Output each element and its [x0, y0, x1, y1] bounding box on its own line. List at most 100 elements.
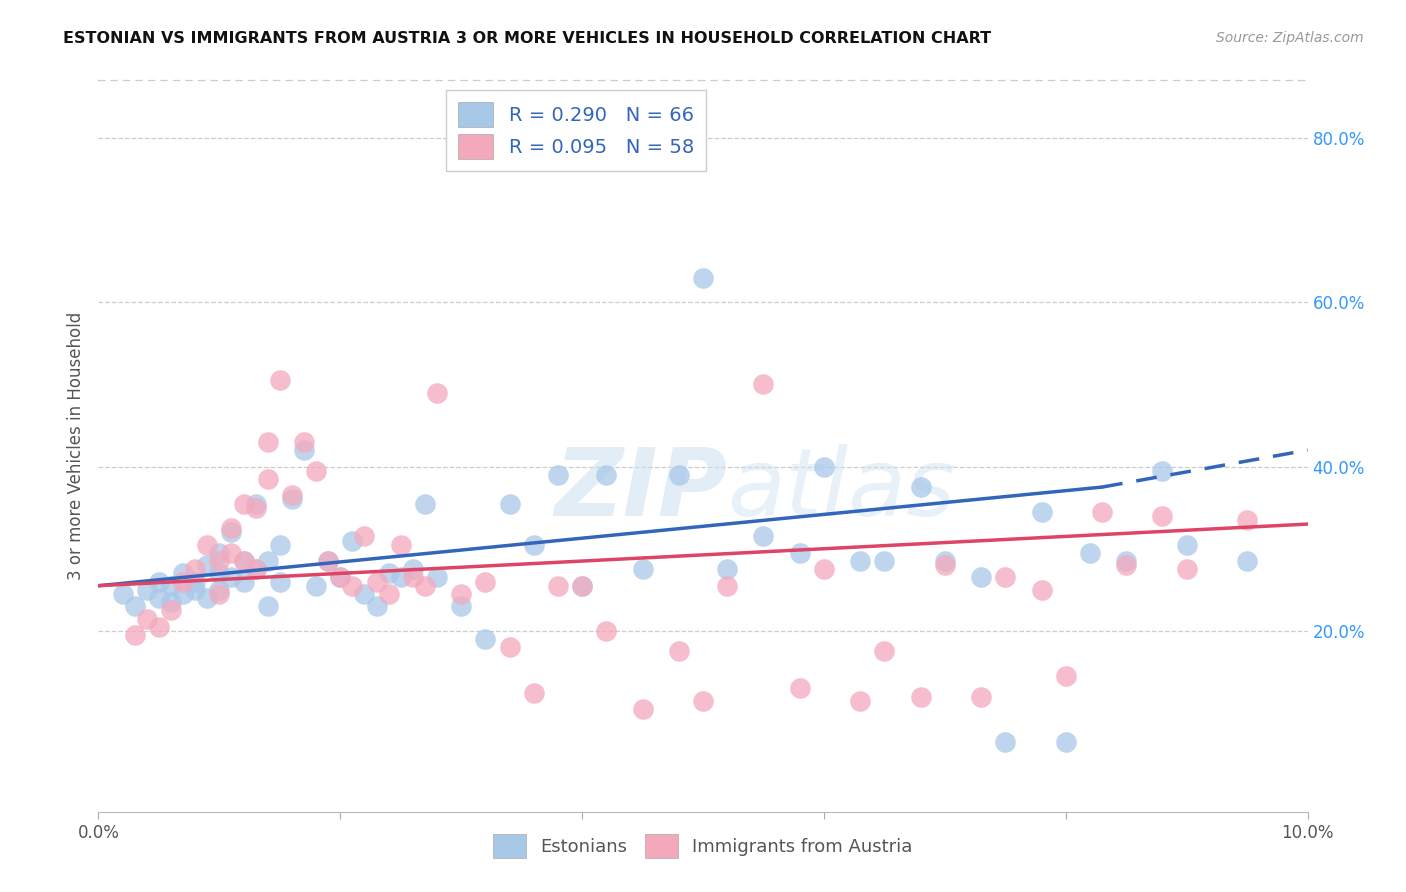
- Point: [1115, 558, 1137, 573]
- Point: [148, 574, 170, 589]
- Point: [668, 644, 690, 658]
- Point: [292, 434, 315, 449]
- Point: [256, 472, 278, 486]
- Point: [353, 529, 375, 543]
- Point: [221, 521, 243, 535]
- Point: [366, 599, 388, 614]
- Point: [377, 566, 399, 581]
- Point: [752, 377, 775, 392]
- Point: [450, 587, 472, 601]
- Point: [269, 574, 291, 589]
- Legend: Estonians, Immigrants from Austria: Estonians, Immigrants from Austria: [482, 823, 924, 869]
- Point: [232, 496, 254, 510]
- Point: [316, 554, 339, 568]
- Point: [849, 554, 872, 568]
- Point: [547, 467, 569, 482]
- Text: ZIP: ZIP: [554, 444, 727, 536]
- Point: [389, 538, 412, 552]
- Point: [1054, 669, 1077, 683]
- Point: [934, 558, 956, 573]
- Point: [342, 579, 364, 593]
- Point: [195, 558, 218, 573]
- Point: [256, 554, 278, 568]
- Point: [208, 546, 231, 560]
- Point: [994, 570, 1017, 584]
- Point: [402, 570, 425, 584]
- Point: [245, 562, 267, 576]
- Point: [245, 496, 267, 510]
- Point: [994, 735, 1017, 749]
- Point: [148, 591, 170, 605]
- Point: [970, 570, 993, 584]
- Point: [910, 690, 932, 704]
- Text: Source: ZipAtlas.com: Source: ZipAtlas.com: [1216, 31, 1364, 45]
- Point: [281, 492, 304, 507]
- Point: [789, 546, 811, 560]
- Point: [1236, 513, 1258, 527]
- Point: [160, 579, 183, 593]
- Point: [245, 562, 267, 576]
- Point: [934, 554, 956, 568]
- Point: [160, 595, 183, 609]
- Point: [172, 566, 194, 581]
- Point: [245, 500, 267, 515]
- Point: [329, 570, 352, 584]
- Point: [208, 582, 231, 597]
- Point: [571, 579, 593, 593]
- Point: [111, 587, 134, 601]
- Point: [402, 562, 425, 576]
- Point: [849, 694, 872, 708]
- Point: [752, 529, 775, 543]
- Y-axis label: 3 or more Vehicles in Household: 3 or more Vehicles in Household: [66, 312, 84, 580]
- Point: [1078, 546, 1101, 560]
- Point: [292, 443, 315, 458]
- Point: [426, 570, 449, 584]
- Point: [316, 554, 339, 568]
- Text: atlas: atlas: [727, 444, 956, 535]
- Point: [970, 690, 993, 704]
- Point: [813, 459, 835, 474]
- Point: [135, 582, 157, 597]
- Point: [716, 579, 738, 593]
- Point: [474, 632, 496, 647]
- Point: [692, 694, 714, 708]
- Point: [353, 587, 375, 601]
- Point: [1152, 508, 1174, 523]
- Point: [329, 570, 352, 584]
- Point: [1236, 554, 1258, 568]
- Point: [413, 579, 436, 593]
- Point: [498, 496, 520, 510]
- Point: [184, 574, 207, 589]
- Point: [498, 640, 520, 655]
- Point: [426, 385, 449, 400]
- Point: [305, 464, 328, 478]
- Point: [269, 538, 291, 552]
- Point: [342, 533, 364, 548]
- Point: [148, 620, 170, 634]
- Point: [195, 538, 218, 552]
- Point: [221, 525, 243, 540]
- Point: [571, 579, 593, 593]
- Point: [1054, 735, 1077, 749]
- Point: [232, 554, 254, 568]
- Point: [269, 373, 291, 387]
- Point: [124, 628, 146, 642]
- Point: [172, 587, 194, 601]
- Point: [716, 562, 738, 576]
- Point: [631, 702, 654, 716]
- Point: [232, 554, 254, 568]
- Point: [232, 574, 254, 589]
- Point: [208, 587, 231, 601]
- Point: [281, 488, 304, 502]
- Text: ESTONIAN VS IMMIGRANTS FROM AUSTRIA 3 OR MORE VEHICLES IN HOUSEHOLD CORRELATION : ESTONIAN VS IMMIGRANTS FROM AUSTRIA 3 OR…: [63, 31, 991, 46]
- Point: [692, 270, 714, 285]
- Point: [124, 599, 146, 614]
- Point: [208, 566, 231, 581]
- Point: [595, 467, 617, 482]
- Point: [668, 467, 690, 482]
- Point: [910, 480, 932, 494]
- Point: [184, 582, 207, 597]
- Point: [366, 574, 388, 589]
- Point: [389, 570, 412, 584]
- Point: [256, 599, 278, 614]
